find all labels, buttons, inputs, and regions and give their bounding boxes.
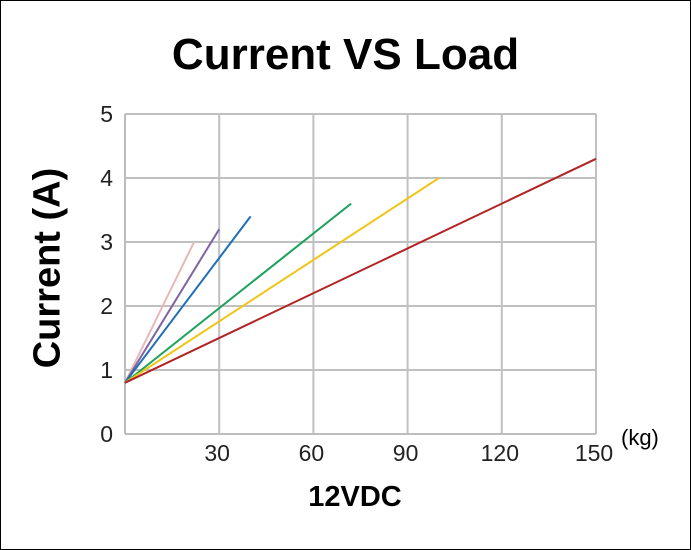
- series-line: [124, 241, 195, 384]
- x-tick-label: 150: [575, 440, 613, 466]
- x-axis-label: 12VDC: [308, 481, 402, 513]
- y-tick-label: 0: [100, 421, 113, 447]
- y-tick-label: 2: [100, 293, 113, 319]
- series-line: [124, 215, 252, 384]
- x-tick-label: 60: [299, 440, 325, 466]
- y-tick-label: 3: [100, 229, 113, 255]
- series-line: [124, 202, 352, 384]
- x-tick-label: 30: [204, 440, 230, 466]
- chart-title: Current VS Load: [171, 30, 520, 79]
- x-tick-label: 90: [393, 440, 419, 466]
- series-line: [124, 228, 221, 384]
- y-tick-label: 4: [100, 165, 113, 191]
- y-tick-label: 5: [100, 101, 113, 127]
- series-line: [124, 157, 597, 384]
- y-tick-label: 1: [100, 357, 113, 383]
- x-axis-unit: (kg): [621, 425, 659, 450]
- x-tick-label: 120: [481, 440, 519, 466]
- series-line: [124, 177, 440, 384]
